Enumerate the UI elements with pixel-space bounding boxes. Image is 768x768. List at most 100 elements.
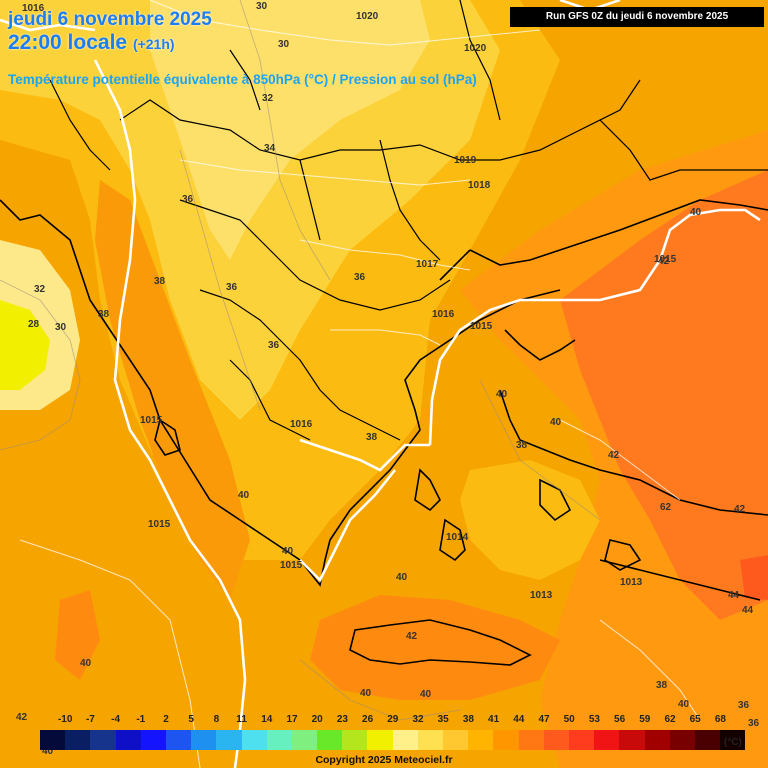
isotherm-label: 40 (360, 688, 372, 699)
isotherm-label: 40 (496, 389, 508, 400)
legend-swatch (165, 730, 192, 750)
isotherm-label: 28 (28, 319, 40, 330)
pressure-label: 1015 (470, 321, 493, 332)
pressure-label: 1015 (654, 254, 677, 265)
legend-swatch (140, 730, 166, 750)
pressure-label: 1013 (620, 577, 643, 588)
isotherm-label: 44 (728, 590, 740, 601)
isotherm-label: 30 (278, 39, 290, 50)
isotherm-label: 30 (55, 322, 67, 333)
isotherm-label: 40 (678, 699, 690, 710)
pressure-label: 1015 (280, 560, 303, 571)
pressure-label: 1020 (464, 43, 487, 54)
isotherm-label: 36 (354, 272, 366, 283)
isotherm-label: 42 (734, 504, 746, 515)
legend-swatch (619, 730, 645, 750)
map-subtitle: Température potentielle équivalente à 85… (8, 72, 477, 87)
legend-swatch (443, 730, 469, 750)
isotherm-label: 42 (406, 631, 418, 642)
field-38-aegean (460, 460, 600, 580)
isotherm-label: 40 (80, 658, 92, 669)
legend-swatch (65, 730, 91, 750)
legend-tick-label: 17 (286, 714, 298, 725)
legend-tick-label: 50 (563, 714, 575, 725)
isotherm-label: 40 (282, 546, 294, 557)
legend-tick-label: 59 (639, 714, 651, 725)
map-label-group: 30 30 32 34 36 36 36 36 38 32 28 30 38 3… (16, 1, 760, 757)
legend-tick-label: 32 (412, 714, 424, 725)
legend-tick-label: 41 (488, 714, 500, 725)
pressure-label: 1015 (140, 415, 163, 426)
legend-swatch (694, 730, 721, 750)
legend-swatch (216, 730, 242, 750)
legend-swatch (266, 730, 292, 750)
legend-swatch (90, 730, 116, 750)
pressure-label: 1017 (416, 259, 439, 270)
isotherm-label: 40 (550, 417, 562, 428)
forecast-offset: (+21h) (132, 36, 175, 52)
field-41-adriatic (95, 180, 250, 600)
forecast-time: 22:00 locale (+21h) (8, 31, 175, 55)
legend-tick-label: 11 (236, 714, 247, 725)
borders (49, 0, 768, 441)
pressure-label: 1018 (468, 180, 491, 191)
copyright-notice: Copyright 2025 Meteociel.fr (315, 754, 453, 766)
forecast-date: jeudi 6 novembre 2025 (8, 9, 212, 30)
isotherm-label: 44 (742, 605, 754, 616)
legend-swatch (191, 730, 217, 750)
legend-labels: -10 -7 -4 -1 2 5 8 11 14 17 20 23 26 29 32 35 38 41 44 47 50… (0, 714, 768, 728)
legend-tick-label: 62 (664, 714, 676, 725)
legend-tick-label: 47 (538, 714, 550, 725)
isotherm-label: 36 (748, 718, 760, 729)
legend-tick-label: 56 (614, 714, 626, 725)
pressure-label: 1014 (446, 532, 469, 543)
pressure-label: 1016 (22, 3, 45, 14)
isotherm-label: 40 (42, 746, 54, 757)
legend-tick-label: 20 (311, 714, 323, 725)
field-west-yellow (0, 300, 50, 390)
legend-tick-label: 29 (387, 714, 399, 725)
pressure-label: 1016 (432, 309, 455, 320)
legend-tick-label: 5 (188, 714, 194, 725)
legend-swatch (720, 730, 746, 750)
legend-swatch (417, 730, 443, 750)
legend-tick-label: 8 (213, 714, 220, 725)
field-44-east (560, 170, 768, 620)
legend-tick-label: -7 (85, 714, 95, 725)
isotherm-label: 38 (516, 440, 528, 451)
legend-swatch (342, 730, 368, 750)
legend-tick-label: 23 (336, 714, 348, 725)
legend-swatch (543, 730, 569, 750)
isotherm-label: 40 (420, 689, 432, 700)
isotherm-label: 42 (608, 450, 620, 461)
isotherm-label: 38 (154, 276, 166, 287)
legend-swatch (518, 730, 544, 750)
isotherm-label: 40 (690, 207, 702, 218)
legend-tick-label: 38 (462, 714, 474, 725)
legend-unit: (°C) (724, 737, 742, 748)
isotherm-label: 42 (16, 712, 28, 723)
legend-swatch (594, 730, 620, 750)
legend-swatch (317, 730, 343, 750)
isotherm-label: 40 (396, 572, 408, 583)
coastlines (0, 199, 768, 666)
legend-swatch (392, 730, 418, 750)
color-scale-legend (40, 730, 746, 750)
isobars-thin (19, 0, 701, 768)
isotherm-label: 38 (366, 432, 378, 443)
legend-swatch (40, 730, 66, 750)
legend-tick-label: -1 (136, 714, 146, 725)
legend-swatch (367, 730, 393, 750)
legend-swatch (669, 730, 695, 750)
legend-tick-label: 2 (163, 714, 169, 725)
isotherm-label: 36 (738, 700, 750, 711)
legend-swatch (291, 730, 318, 750)
pressure-label: 1013 (530, 590, 553, 601)
legend-tick-label: -10 (57, 714, 73, 725)
legend-swatch (468, 730, 494, 750)
legend-tick-label: 65 (689, 714, 701, 725)
run-info-badge: Run GFS 0Z du jeudi 6 novembre 2025 (510, 7, 764, 27)
legend-tick-label: 53 (588, 714, 600, 725)
